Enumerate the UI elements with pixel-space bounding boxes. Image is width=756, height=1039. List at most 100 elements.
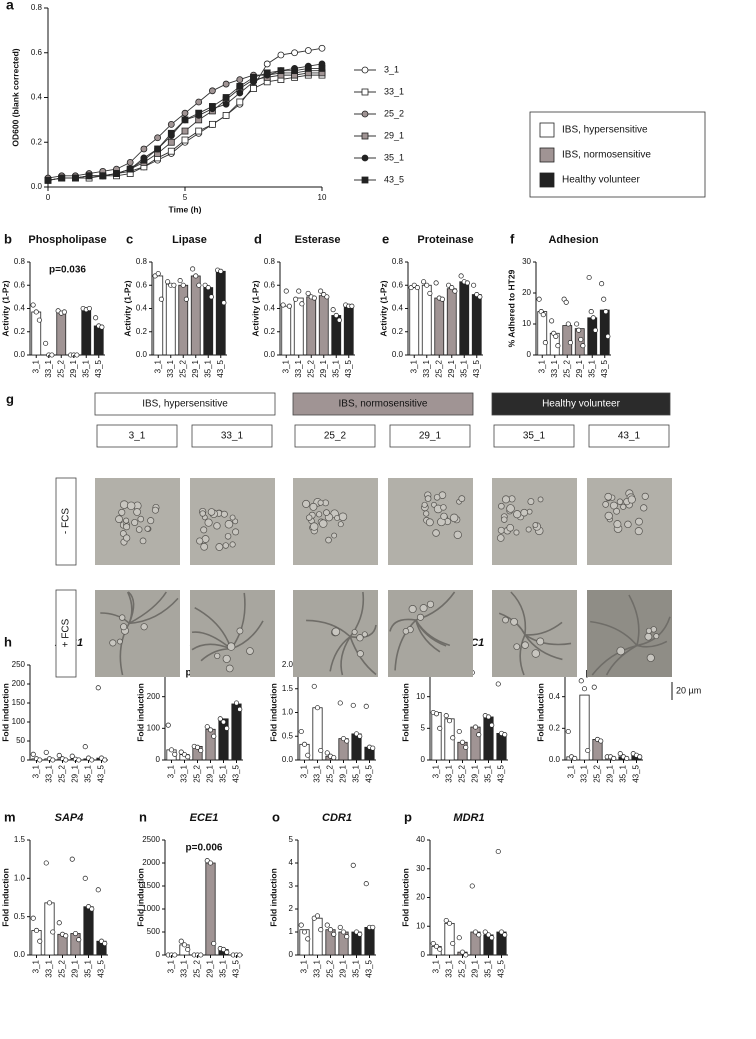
cell — [135, 526, 143, 533]
bar — [318, 295, 329, 356]
cell — [449, 513, 459, 523]
data-point — [93, 315, 99, 321]
x-tick-label: 25_2 — [562, 359, 571, 377]
data-point — [224, 949, 230, 955]
cell — [644, 632, 653, 641]
y-tick-label: 1.0 — [282, 708, 294, 717]
data-point — [301, 741, 308, 747]
cell — [610, 501, 618, 510]
cell — [109, 639, 117, 647]
y-tick-label: 0.2 — [264, 327, 276, 336]
bar — [537, 311, 548, 356]
data-point — [43, 340, 49, 346]
x-tick-label: 43_5 — [365, 764, 374, 782]
bar — [178, 284, 189, 356]
cell — [498, 502, 505, 510]
data-point — [421, 279, 427, 285]
y-tick-label: 4 — [289, 858, 294, 867]
y-tick-label: 5 — [421, 723, 426, 732]
y-tick-label: 1.0 — [14, 873, 26, 882]
panel-letter: e — [382, 231, 389, 246]
cell — [645, 627, 652, 634]
scale-bar-label: 20 µm — [676, 685, 701, 695]
strain-header — [588, 424, 670, 448]
bar — [81, 308, 92, 356]
data-point — [30, 915, 36, 921]
data-point — [585, 747, 591, 754]
x-tick-label: 3_1 — [167, 764, 176, 778]
bar — [231, 703, 242, 761]
cell — [115, 515, 123, 523]
cell — [133, 508, 141, 516]
cell — [139, 537, 147, 545]
bar — [165, 283, 176, 356]
data-point — [601, 296, 607, 302]
data-point — [63, 757, 69, 763]
data-point — [220, 946, 227, 953]
data-point — [542, 340, 548, 346]
data-point — [250, 73, 257, 81]
data-point — [33, 309, 39, 315]
bar — [281, 305, 292, 356]
x-tick-label: 29_1 — [71, 959, 80, 977]
hypha — [524, 634, 572, 646]
data-point — [469, 883, 475, 889]
legend-label: IBS, hypersensitive — [562, 125, 648, 136]
cell — [506, 504, 515, 513]
data-point — [208, 294, 214, 300]
cell — [119, 500, 129, 509]
y-tick-label: 30 — [522, 257, 531, 266]
x-tick-label: 25_2 — [56, 359, 65, 377]
axis — [429, 665, 508, 761]
x-tick-label: 35_1 — [587, 359, 596, 377]
y-tick-label: 1.5 — [282, 684, 294, 693]
x-tick-label: 33_1 — [294, 359, 303, 377]
x-tick-label: 35_1 — [352, 959, 361, 977]
data-point — [344, 934, 350, 940]
y-axis-label: Fold induction — [0, 683, 10, 742]
x-tick-label: 33_1 — [580, 764, 589, 782]
x-tick-label: 33_1 — [445, 764, 454, 782]
y-tick-label: 2500 — [142, 835, 160, 844]
data-point — [477, 294, 483, 300]
axis — [29, 262, 105, 356]
x-tick-label: 3_1 — [32, 764, 41, 778]
strain-label: 43_1 — [618, 431, 641, 442]
data-point — [181, 116, 189, 124]
y-axis-label: % Adhered to HT29 — [506, 269, 516, 347]
x-tick-label: 29_1 — [447, 359, 456, 377]
data-point — [37, 757, 43, 763]
panel-letter: o — [272, 809, 280, 824]
y-tick-label: 0.2 — [549, 723, 561, 732]
y-tick-label: 1.5 — [14, 835, 26, 844]
data-point — [102, 940, 108, 947]
data-point — [330, 307, 336, 313]
data-point — [443, 917, 449, 924]
data-point — [178, 749, 184, 755]
data-point — [280, 302, 286, 308]
data-point — [489, 722, 495, 728]
x-tick-label: 35_1 — [484, 959, 493, 977]
axis — [164, 840, 243, 956]
data-point — [220, 719, 227, 725]
cell — [131, 518, 139, 526]
cell — [525, 526, 532, 533]
y-tick-label: 1 — [289, 927, 294, 936]
cell — [117, 638, 123, 645]
legend-label: Healthy volunteer — [562, 175, 640, 186]
cell — [229, 514, 236, 521]
x-tick-label: 25_2 — [193, 764, 202, 782]
x-tick-label: 33_1 — [422, 359, 431, 377]
cell — [646, 653, 655, 662]
bar — [153, 275, 164, 356]
data-point — [56, 752, 62, 758]
cell — [225, 664, 234, 673]
cell — [215, 543, 224, 551]
x-tick-label: 33_1 — [45, 764, 54, 782]
cell — [502, 616, 509, 624]
data-point — [363, 881, 369, 887]
data-point — [464, 280, 470, 286]
condition-box — [55, 477, 77, 566]
panel-letter: d — [254, 231, 262, 246]
data-point — [370, 745, 376, 751]
